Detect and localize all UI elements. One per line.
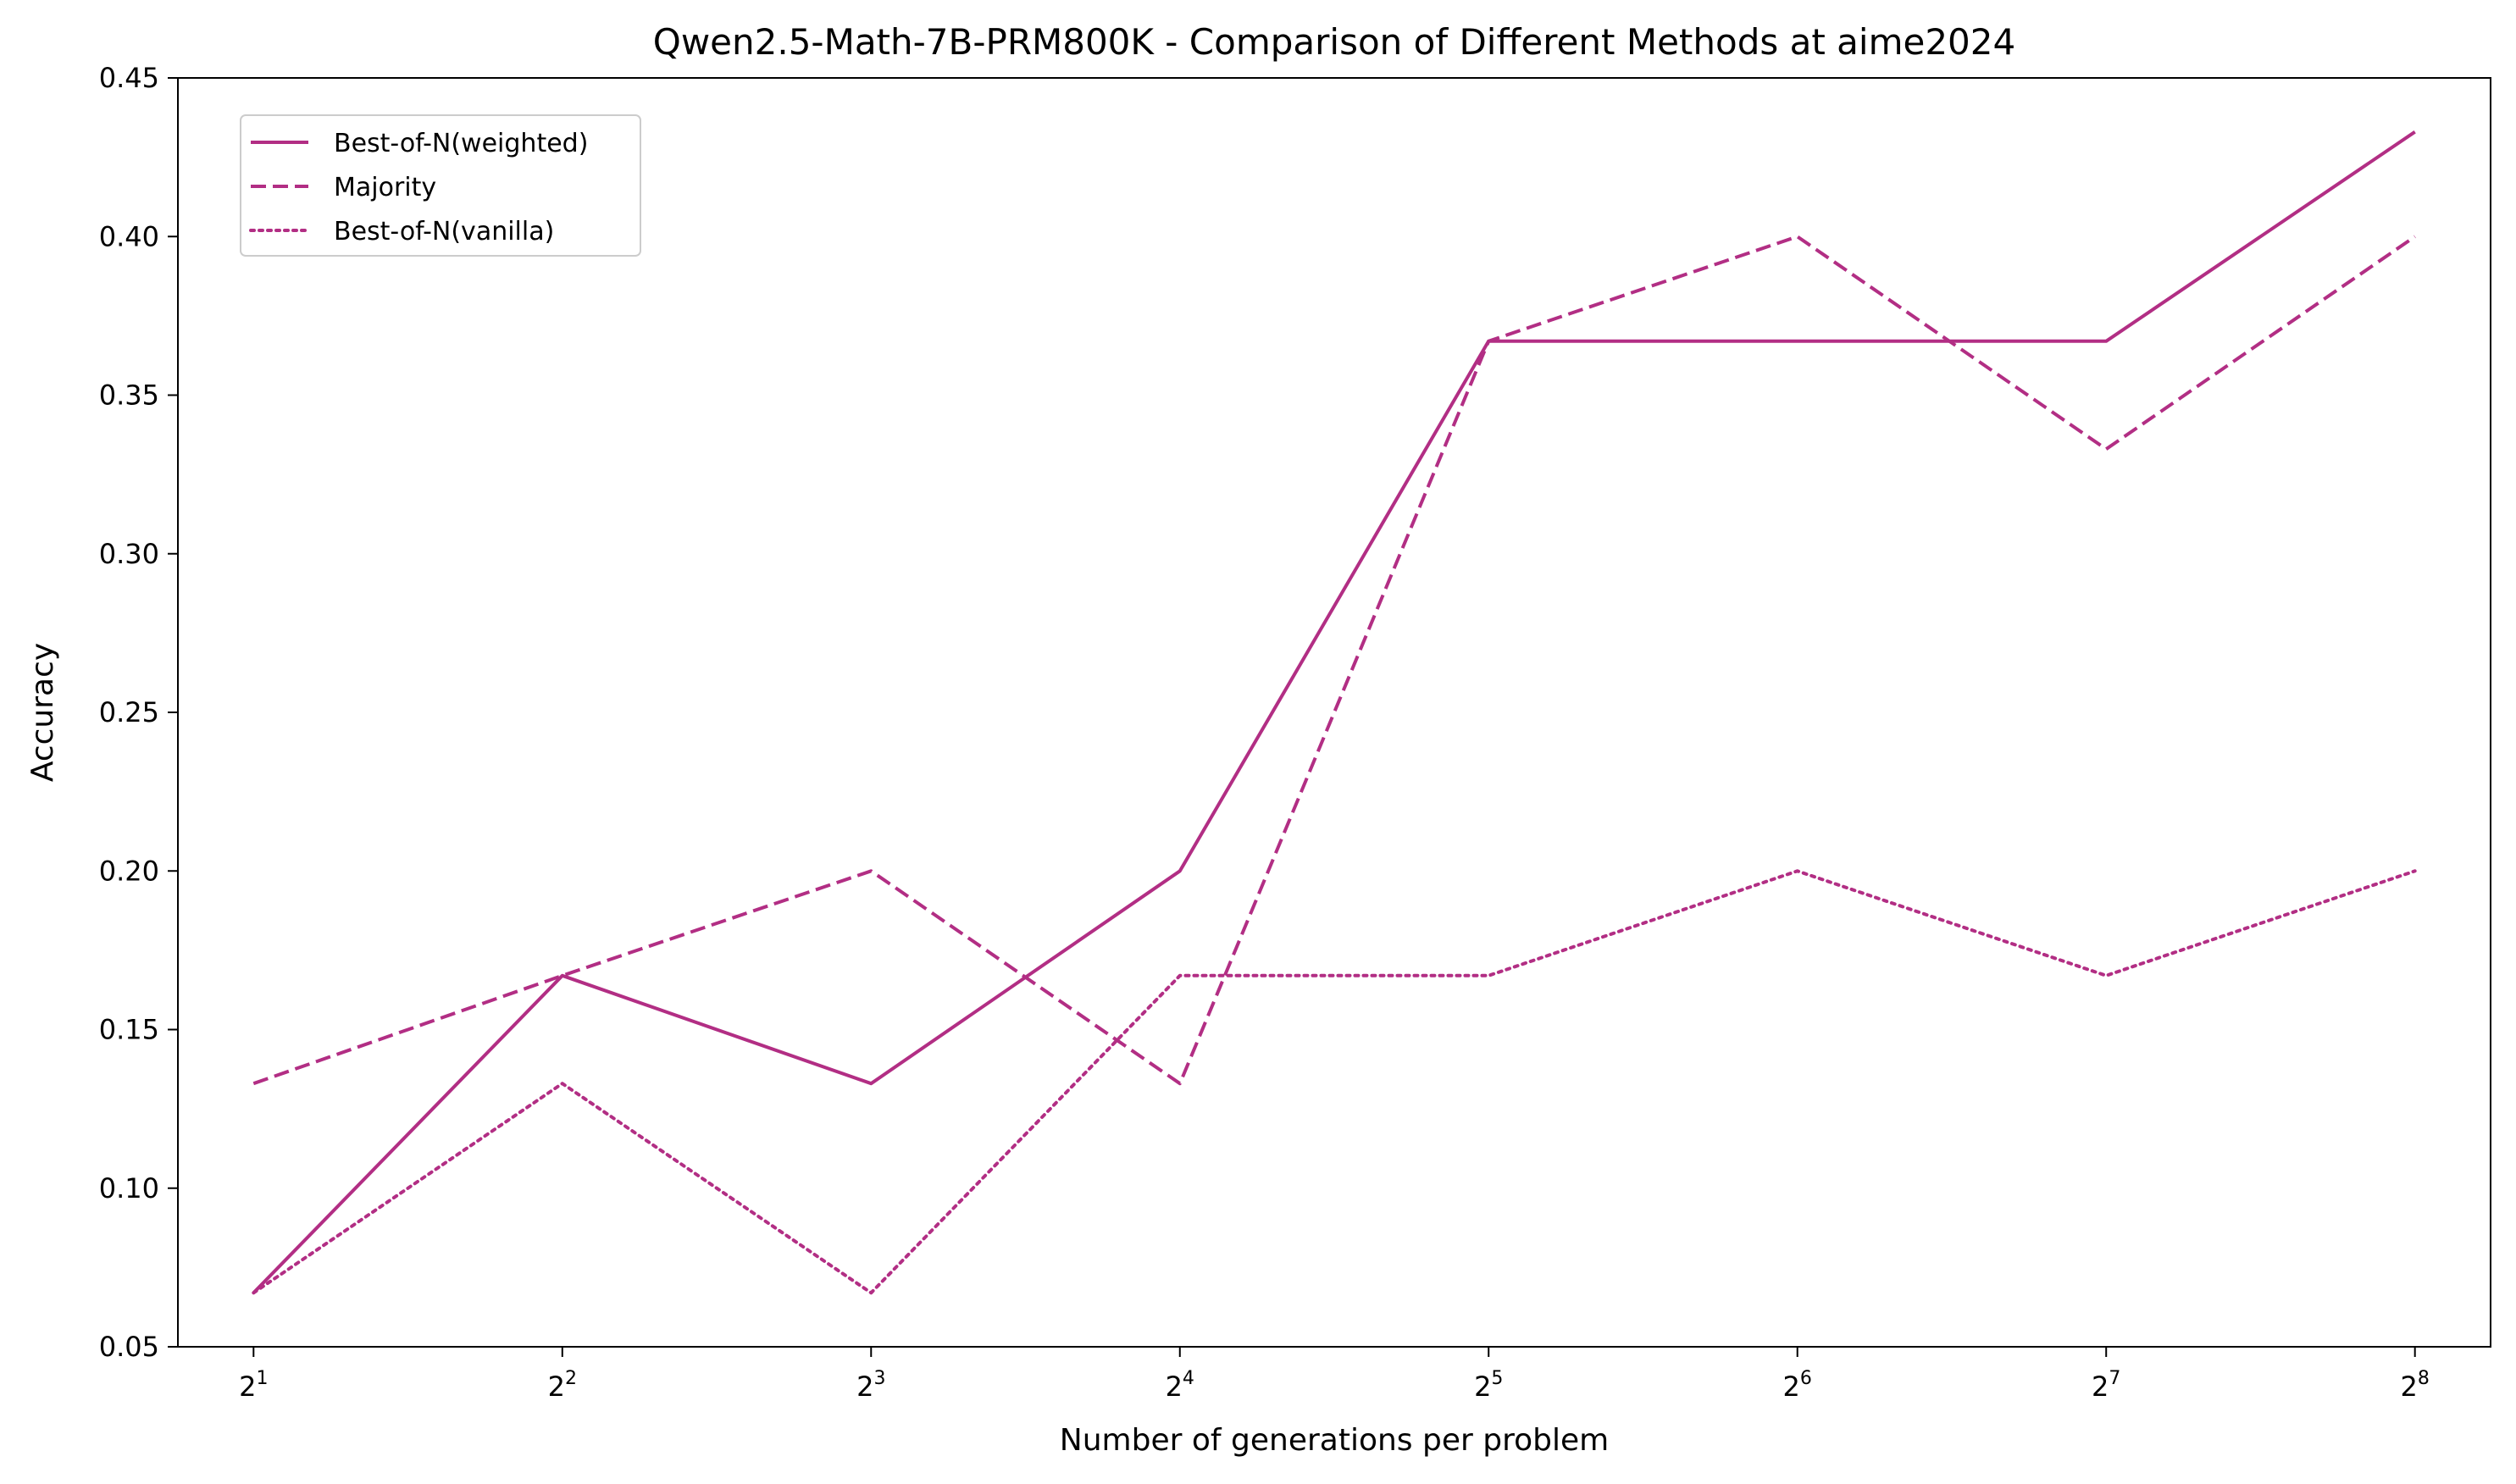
x-tick-base: 2: [548, 1370, 565, 1403]
x-tick-label: 23: [856, 1368, 885, 1403]
y-axis-title: Accuracy: [25, 643, 60, 782]
x-tick-base: 2: [239, 1370, 256, 1403]
x-tick-exponent: 7: [2109, 1368, 2120, 1389]
x-axis-title: Number of generations per problem: [1060, 1423, 1609, 1458]
legend-label: Best-of-N(weighted): [334, 129, 588, 158]
x-tick-base: 2: [2401, 1370, 2418, 1403]
y-tick-label: 0.40: [99, 220, 159, 252]
x-tick-exponent: 2: [565, 1368, 577, 1389]
y-tick-label: 0.15: [99, 1014, 159, 1046]
chart-title: Qwen2.5-Math-7B-PRM800K - Comparison of …: [653, 21, 2015, 63]
legend-label: Majority: [334, 173, 436, 202]
x-tick-base: 2: [2092, 1370, 2109, 1403]
x-tick-label: 24: [1166, 1368, 1194, 1403]
x-tick-exponent: 6: [1800, 1368, 1812, 1389]
series-line-majority: [252, 235, 2416, 1086]
legend: Best-of-N(weighted) Majority Best-of-N(van…: [240, 114, 641, 257]
y-axis-ticks: 0.05 0.10 0.15 0.20 0.25 0.30 0.35 0.40 0.45: [99, 62, 178, 1363]
x-tick-base: 2: [1474, 1370, 1491, 1403]
x-tick-exponent: 5: [1491, 1368, 1503, 1389]
x-tick-exponent: 1: [256, 1368, 268, 1389]
x-tick-label: 21: [239, 1368, 268, 1403]
y-tick-label: 0.10: [99, 1172, 159, 1204]
x-tick-label: 28: [2401, 1368, 2430, 1403]
legend-frame: [240, 114, 641, 257]
series-line-best-of-n-weighted: [252, 130, 2416, 1294]
x-tick-base: 2: [1783, 1370, 1800, 1403]
y-tick-label: 0.35: [99, 379, 159, 412]
series-lines: [252, 130, 2417, 1295]
x-axis-ticks: 21 22 23 24 25 26 27 28: [239, 1347, 2430, 1403]
x-tick-base: 2: [856, 1370, 873, 1403]
x-tick-label: 27: [2092, 1368, 2120, 1403]
y-tick-label: 0.25: [99, 696, 159, 728]
plot-area-frame: [177, 77, 2491, 1348]
legend-label: Best-of-N(vanilla): [334, 217, 554, 246]
x-tick-label: 25: [1474, 1368, 1503, 1403]
x-tick-label: 22: [548, 1368, 577, 1403]
x-tick-exponent: 4: [1183, 1368, 1194, 1389]
x-tick-label: 26: [1783, 1368, 1812, 1403]
y-tick-label: 0.05: [99, 1331, 159, 1363]
x-tick-base: 2: [1166, 1370, 1183, 1403]
x-tick-exponent: 3: [873, 1368, 885, 1389]
y-tick-label: 0.20: [99, 855, 159, 887]
x-tick-exponent: 8: [2418, 1368, 2430, 1389]
series-line-best-of-n-vanilla: [252, 869, 2417, 1295]
y-tick-label: 0.45: [99, 62, 159, 94]
y-tick-label: 0.30: [99, 538, 159, 570]
